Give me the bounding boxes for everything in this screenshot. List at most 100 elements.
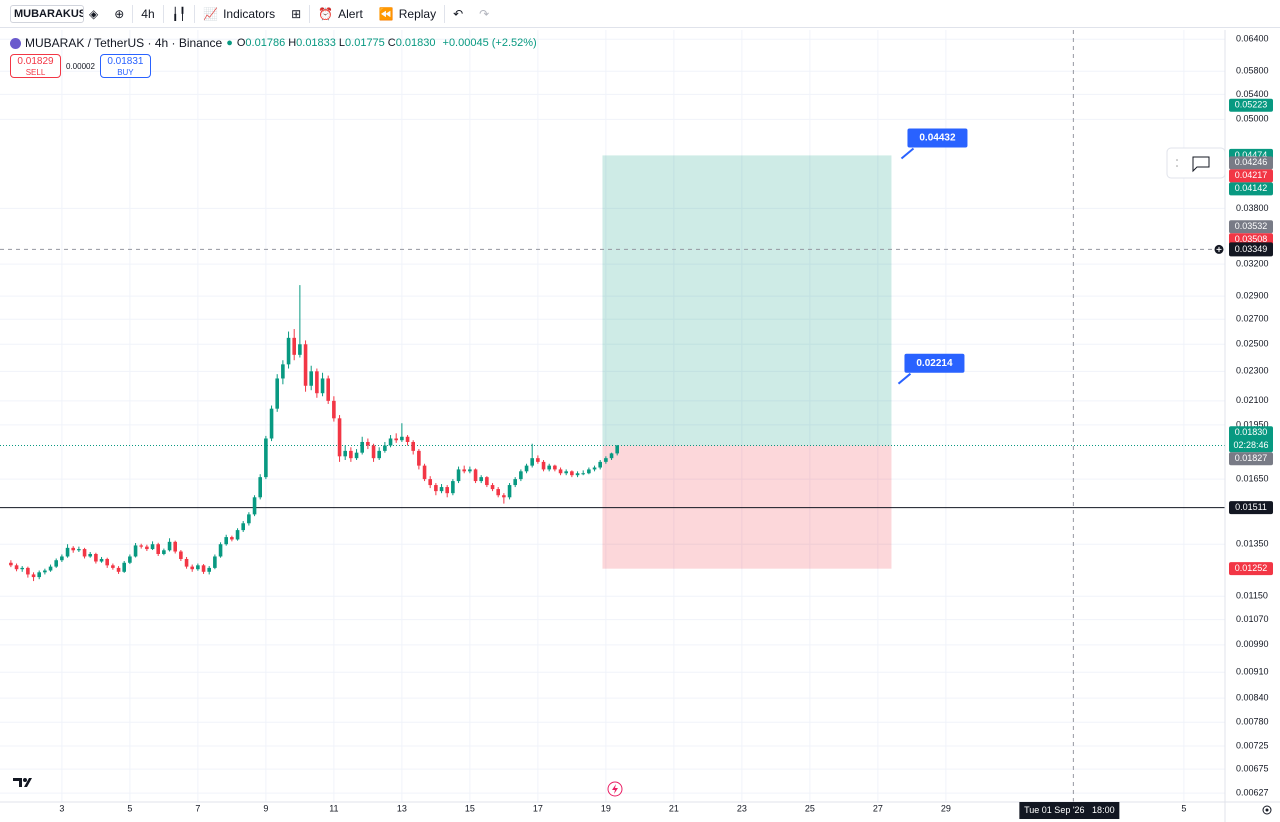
price-label-text: 0.01830 xyxy=(1235,427,1268,437)
layouts-button[interactable]: ⊞ xyxy=(291,6,302,21)
watch-icon: ◈ xyxy=(89,6,99,21)
callout-label: 0.02214 xyxy=(916,358,953,369)
candle-body xyxy=(269,408,274,439)
candle-body xyxy=(247,514,251,524)
candle-body xyxy=(349,450,353,459)
sell-price: 0.01829 xyxy=(17,56,54,67)
buy-label: BUY xyxy=(117,68,134,77)
candle-body xyxy=(207,567,211,572)
candle-body xyxy=(128,556,132,563)
y-tick-label: 0.05400 xyxy=(1236,89,1269,99)
candle-body xyxy=(417,450,421,466)
price-label: 0.04142 xyxy=(1229,182,1273,196)
y-tick-label: 0.00990 xyxy=(1236,639,1269,649)
add-button[interactable] xyxy=(1213,243,1225,255)
candle-body xyxy=(604,458,608,462)
candle-body xyxy=(122,562,126,572)
candle-body xyxy=(439,487,444,492)
indicators-label: Indicators xyxy=(223,6,276,21)
candle-body xyxy=(54,560,59,567)
candle-body xyxy=(150,544,155,550)
candle-body xyxy=(252,497,257,515)
candle-body xyxy=(275,378,279,409)
price-label: 0.01252 xyxy=(1229,562,1273,576)
candle-body xyxy=(31,574,36,578)
ohlc-value: 0.01833 xyxy=(296,37,336,49)
candle-body xyxy=(77,549,81,551)
callout-box xyxy=(907,128,968,148)
price-label-bg xyxy=(1229,426,1273,453)
price-label: 0.01827 xyxy=(1229,452,1273,466)
candle-body xyxy=(524,465,529,472)
candle-body xyxy=(224,537,228,545)
replay-label: Replay xyxy=(398,6,437,21)
price-label-bg xyxy=(1229,169,1273,183)
add-symbol[interactable]: ⊕ xyxy=(114,6,125,21)
symbol-search[interactable]: MUBARAKUSDT ◈ xyxy=(0,0,106,28)
legend: MUBARAK / TetherUS · 4h · Binance ● O0.0… xyxy=(10,36,540,50)
replay-button[interactable]: ⏪ Replay xyxy=(371,0,444,28)
ohlc-value: 0.01775 xyxy=(345,37,385,49)
price-label-bg xyxy=(1229,452,1273,466)
indicators-button[interactable]: 📈 Indicators xyxy=(195,0,283,28)
price-label-text: 0.03532 xyxy=(1235,221,1268,231)
price-label-bg xyxy=(1229,156,1273,170)
comment-tool[interactable] xyxy=(1166,147,1226,179)
ohlc-key: C xyxy=(387,37,396,49)
candle-body xyxy=(14,565,19,570)
y-tick-label: 0.00840 xyxy=(1236,693,1269,703)
x-tick-label: 15 xyxy=(465,803,475,813)
event-marker[interactable] xyxy=(607,781,623,797)
icon: ⏪ xyxy=(378,6,394,21)
candle-body xyxy=(162,550,166,554)
separator xyxy=(132,4,134,23)
sell-label: SELL xyxy=(25,68,46,77)
price-label-text: 0.03508 xyxy=(1235,234,1268,244)
candle-body xyxy=(65,547,70,557)
candle-body xyxy=(456,469,461,482)
buy-price: 0.01831 xyxy=(107,56,144,67)
candle-body xyxy=(298,344,302,355)
candle-body xyxy=(303,344,308,386)
candle-body xyxy=(218,544,223,557)
candle-body xyxy=(281,364,285,379)
callout-label: 0.04432 xyxy=(919,133,956,144)
buy-button[interactable]: 0.01831 BUY xyxy=(99,54,151,78)
candle-body xyxy=(468,469,472,472)
price-label: 0.03532 xyxy=(1229,220,1273,234)
loss-zone xyxy=(602,445,892,569)
callout: 0.02214 xyxy=(897,353,965,385)
x-tick-label: 7 xyxy=(195,803,200,813)
candle-body xyxy=(371,445,376,459)
settings-icon[interactable] xyxy=(1262,805,1272,815)
sell-button[interactable]: 0.01829 SELL xyxy=(10,54,61,78)
price-label-bg xyxy=(1229,220,1273,234)
interval[interactable]: 4h xyxy=(133,0,162,28)
price-label: 0.01511 xyxy=(1229,501,1273,515)
separator xyxy=(309,4,311,23)
ohlc-key: L xyxy=(338,37,346,49)
candle-body xyxy=(570,471,574,476)
price-label-text: 0.01252 xyxy=(1235,563,1268,573)
market-status: ● xyxy=(226,37,233,49)
candle-body xyxy=(405,436,410,442)
chart-type[interactable]: ╽╿ xyxy=(171,6,187,21)
candle-body xyxy=(536,458,540,462)
undo-button[interactable]: ↶ xyxy=(453,6,464,21)
alert-button[interactable]: ⏰ Alert xyxy=(310,0,371,28)
candle-body xyxy=(366,441,370,446)
x-tick-label: 25 xyxy=(805,803,815,813)
ohlc-key: O xyxy=(236,37,246,49)
price-label-text: 0.01511 xyxy=(1235,502,1267,512)
candle-body xyxy=(490,485,495,490)
x-tick-label: 3 xyxy=(59,803,64,813)
price-label-text: 0.04246 xyxy=(1235,157,1268,167)
price-label-text: 0.05223 xyxy=(1235,100,1268,110)
redo-button[interactable]: ↷ xyxy=(479,6,490,21)
x-tick-label: 9 xyxy=(263,803,268,813)
symbol-icon xyxy=(10,37,21,49)
candle-body xyxy=(230,537,234,540)
candle-body xyxy=(473,469,478,482)
y-tick-label: 0.02500 xyxy=(1236,339,1269,349)
ohlc-value: 0.01786 xyxy=(245,37,286,49)
